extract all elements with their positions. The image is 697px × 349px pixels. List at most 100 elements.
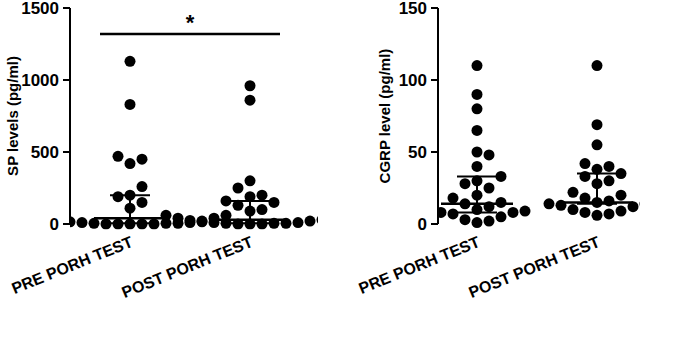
- data-point: [448, 193, 459, 204]
- data-point: [484, 149, 495, 160]
- data-point: [472, 147, 483, 158]
- y-tick: [63, 79, 70, 81]
- data-point: [161, 210, 172, 221]
- data-point: [460, 178, 471, 189]
- data-point: [245, 95, 256, 106]
- y-tick: [63, 223, 70, 225]
- iqr-line: [596, 174, 598, 204]
- data-point: [580, 158, 591, 169]
- data-point: [113, 191, 124, 202]
- data-point: [245, 80, 256, 91]
- data-point: [438, 207, 447, 218]
- data-point: [484, 183, 495, 194]
- y-tick: [431, 79, 438, 81]
- median-line: [441, 203, 513, 206]
- data-point: [544, 198, 555, 209]
- data-point: [293, 217, 304, 228]
- median-line: [561, 201, 633, 204]
- data-point: [233, 183, 244, 194]
- data-point: [137, 197, 148, 208]
- data-point: [592, 139, 603, 150]
- data-point: [580, 207, 591, 218]
- data-point: [149, 219, 160, 230]
- category-label: PRE PORH TEST: [356, 233, 482, 297]
- data-point: [125, 99, 136, 110]
- y-tick: [63, 7, 70, 9]
- y-tick-label: 500: [31, 143, 59, 162]
- q3-line: [577, 173, 617, 175]
- data-point: [616, 190, 627, 201]
- data-point: [592, 60, 603, 71]
- q3-line: [457, 175, 497, 177]
- data-point: [269, 197, 280, 208]
- data-point: [460, 214, 471, 225]
- data-point: [472, 125, 483, 136]
- q1-line: [577, 203, 617, 205]
- data-point: [616, 206, 627, 217]
- y-tick: [431, 223, 438, 225]
- data-point: [472, 60, 483, 71]
- data-point: [568, 204, 579, 215]
- data-point: [197, 216, 208, 227]
- q1-line: [457, 211, 497, 213]
- marks: [70, 56, 318, 230]
- data-point: [125, 56, 136, 67]
- data-point: [113, 151, 124, 162]
- data-point: [472, 161, 483, 172]
- marks: [438, 60, 640, 228]
- y-tick-label: 1000: [21, 71, 59, 90]
- significance-label: *: [186, 10, 195, 35]
- y-axis-label: SP levels (pg/ml): [4, 56, 21, 176]
- data-point: [496, 197, 507, 208]
- q1-line: [230, 222, 270, 224]
- y-tick-label: 0: [50, 215, 59, 234]
- iqr-line: [476, 176, 478, 212]
- q3-line: [230, 200, 270, 202]
- y-axis: [437, 8, 439, 224]
- data-point: [640, 198, 641, 209]
- y-axis: [69, 8, 71, 224]
- data-point: [508, 207, 519, 218]
- data-point: [125, 158, 136, 169]
- data-point: [245, 175, 256, 186]
- q3-line: [110, 194, 150, 196]
- category-label: PRE PORH TEST: [9, 233, 135, 297]
- data-point: [472, 89, 483, 100]
- y-tick: [63, 151, 70, 153]
- data-point: [101, 219, 112, 230]
- data-point: [448, 208, 459, 219]
- data-point: [592, 210, 603, 221]
- y-tick-label: 150: [399, 0, 427, 18]
- q1-line: [110, 222, 150, 224]
- data-point: [496, 171, 507, 182]
- y-tick-label: 0: [418, 215, 427, 234]
- data-point: [568, 187, 579, 198]
- y-tick: [431, 7, 438, 9]
- data-point: [616, 168, 627, 179]
- data-point: [305, 216, 316, 227]
- data-point: [70, 216, 76, 227]
- category-label: POST PORH TEST: [119, 233, 255, 301]
- data-point: [472, 217, 483, 228]
- y-tick: [431, 151, 438, 153]
- y-tick-label: 100: [399, 71, 427, 90]
- median-line: [214, 218, 286, 221]
- y-axis-label: CGRP level (pg/ml): [376, 49, 393, 184]
- data-point: [496, 211, 507, 222]
- data-point: [604, 208, 615, 219]
- data-point: [472, 103, 483, 114]
- median-line: [94, 217, 166, 220]
- data-point: [592, 119, 603, 130]
- data-point: [484, 216, 495, 227]
- data-point: [185, 215, 196, 226]
- data-point: [137, 154, 148, 165]
- panel: 0 500 1000 1500 SP levels (pg/ml) PRE PORH TE…: [4, 0, 352, 301]
- y-tick-label: 1500: [21, 0, 59, 18]
- y-tick-label: 50: [408, 143, 427, 162]
- panel: 0 50 100 150 CGRP level (pg/ml) PRE PORH TEST…: [356, 0, 662, 301]
- data-point: [257, 204, 268, 215]
- data-point: [173, 213, 184, 224]
- figure: 050010001500SP levels (pg/ml)PRE PORH TE…: [0, 0, 697, 349]
- data-point: [520, 206, 531, 217]
- data-point: [197, 216, 208, 227]
